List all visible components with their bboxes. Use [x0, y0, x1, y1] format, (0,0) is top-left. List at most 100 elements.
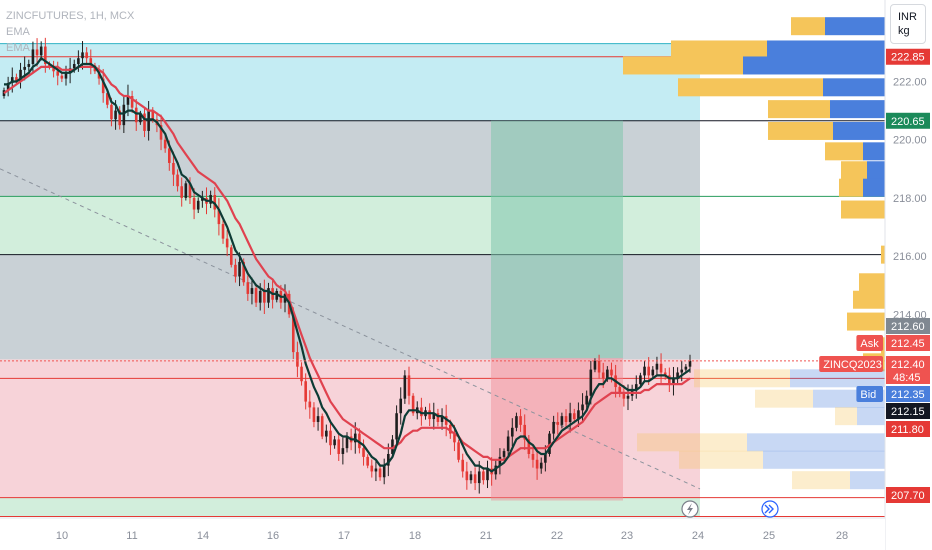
candle-body	[382, 465, 386, 478]
candle-body	[531, 453, 535, 460]
candle-body	[440, 416, 444, 422]
vp-bar-up-18	[857, 407, 885, 426]
time-label-0: 10	[56, 530, 68, 542]
candle-body	[655, 363, 659, 370]
candle-body	[469, 474, 473, 481]
tag-label-6: 212.15	[891, 406, 925, 418]
vp-bar-down-18	[835, 407, 857, 426]
ema-legend-2: EMA	[6, 42, 31, 54]
candle-body	[663, 372, 667, 376]
vp-bar-down-6	[825, 142, 863, 161]
vp-bar-up-0	[825, 17, 885, 36]
candle-body	[238, 261, 241, 277]
candle-body	[180, 186, 183, 198]
candle-body	[515, 416, 518, 428]
vp-bar-down-12	[853, 290, 885, 309]
candle-body	[560, 416, 564, 425]
candle-body	[234, 264, 237, 277]
position-tool[interactable]	[491, 120, 623, 501]
candle-body	[622, 392, 626, 399]
candle-body	[159, 125, 163, 140]
candle-body	[6, 82, 10, 91]
price-tick-3: 216.00	[893, 251, 927, 263]
candle-body	[64, 72, 68, 79]
price-axis-panel[interactable]	[885, 0, 932, 550]
tag-value-box-5	[886, 386, 930, 402]
tag-value-box-4	[886, 356, 930, 384]
candle-body	[77, 58, 80, 65]
candle-body	[201, 197, 204, 201]
candle-body	[374, 468, 378, 472]
tag-name-box-4	[819, 356, 883, 372]
candle-body	[81, 52, 84, 59]
vp-bar-down-7	[841, 161, 867, 180]
time-axis-panel[interactable]	[0, 518, 885, 550]
candle-body	[544, 453, 547, 463]
candle-body	[684, 366, 688, 370]
vp-bar-down-21	[792, 471, 850, 490]
candle-body	[250, 288, 254, 294]
candle-body	[432, 413, 436, 420]
candle-body	[411, 395, 415, 414]
vp-bar-down-2	[623, 56, 743, 75]
symbol-line: ZINCFUTURES, 1H, MCX	[6, 10, 135, 22]
time-label-11: 28	[836, 530, 848, 542]
candle-body	[527, 439, 531, 454]
time-axis-labels: 10 11 14 16 17 18 21 22 23 24 25 28	[56, 530, 848, 542]
vp-bar-down-11	[859, 273, 885, 292]
candle-body	[539, 462, 543, 469]
fast-forward-icon[interactable]	[761, 500, 779, 518]
vp-bar-up-6	[863, 142, 885, 161]
candle-body	[316, 416, 320, 422]
candle-body	[610, 369, 613, 376]
vp-bar-up-5	[833, 121, 885, 140]
tag-value-3: 212.45	[891, 338, 925, 350]
candle-body	[511, 427, 514, 437]
candle-body	[680, 369, 684, 373]
candle-body	[358, 433, 361, 449]
candle-body	[395, 413, 398, 440]
candle-body	[461, 459, 465, 472]
lightning-icon[interactable]	[681, 500, 699, 518]
candle-body	[221, 224, 225, 239]
candle-body	[10, 77, 14, 83]
chart-legend: ZINCFUTURES, 1H, MCX EMA EMA	[6, 10, 135, 54]
candle-body	[651, 369, 655, 376]
candle-body	[114, 110, 117, 120]
tag-label-8: 207.70	[891, 490, 925, 502]
candle-body	[209, 194, 212, 204]
vp-bar-up-16	[790, 369, 885, 388]
tag-label-1: 220.65	[891, 116, 925, 128]
candle-body	[35, 49, 39, 56]
vp-bar-up-8	[863, 178, 885, 197]
candle-body	[23, 66, 26, 70]
unit-label: kg	[898, 25, 910, 37]
candle-body	[143, 113, 146, 131]
candle-body	[85, 52, 88, 59]
currency-unit-selector[interactable]: INR kg	[890, 4, 926, 44]
tag-countdown-4: 48:45	[893, 372, 921, 384]
vp-bar-up-1	[767, 40, 885, 59]
candle-body	[89, 58, 93, 66]
candle-body	[643, 366, 646, 376]
candle-body	[403, 375, 407, 399]
trend-line[interactable]	[0, 168, 701, 490]
price-tick-0: 222.00	[893, 76, 927, 88]
vp-bar-up-21	[850, 471, 885, 490]
tag-box-1	[886, 112, 930, 129]
candle-body	[639, 375, 642, 385]
candle-body	[192, 197, 196, 210]
candle-body	[139, 113, 142, 123]
candle-body	[213, 194, 217, 210]
tag-value-5: 212.35	[891, 389, 925, 401]
candle-body	[300, 366, 303, 382]
candle-body	[126, 96, 130, 105]
price-tick-1: 220.00	[893, 135, 927, 147]
candle-body	[378, 468, 382, 478]
zone-0	[0, 43, 700, 121]
candle-body	[585, 395, 588, 405]
candle-body	[176, 174, 179, 187]
candle-body	[668, 375, 671, 385]
vp-bar-down-20	[679, 450, 763, 469]
